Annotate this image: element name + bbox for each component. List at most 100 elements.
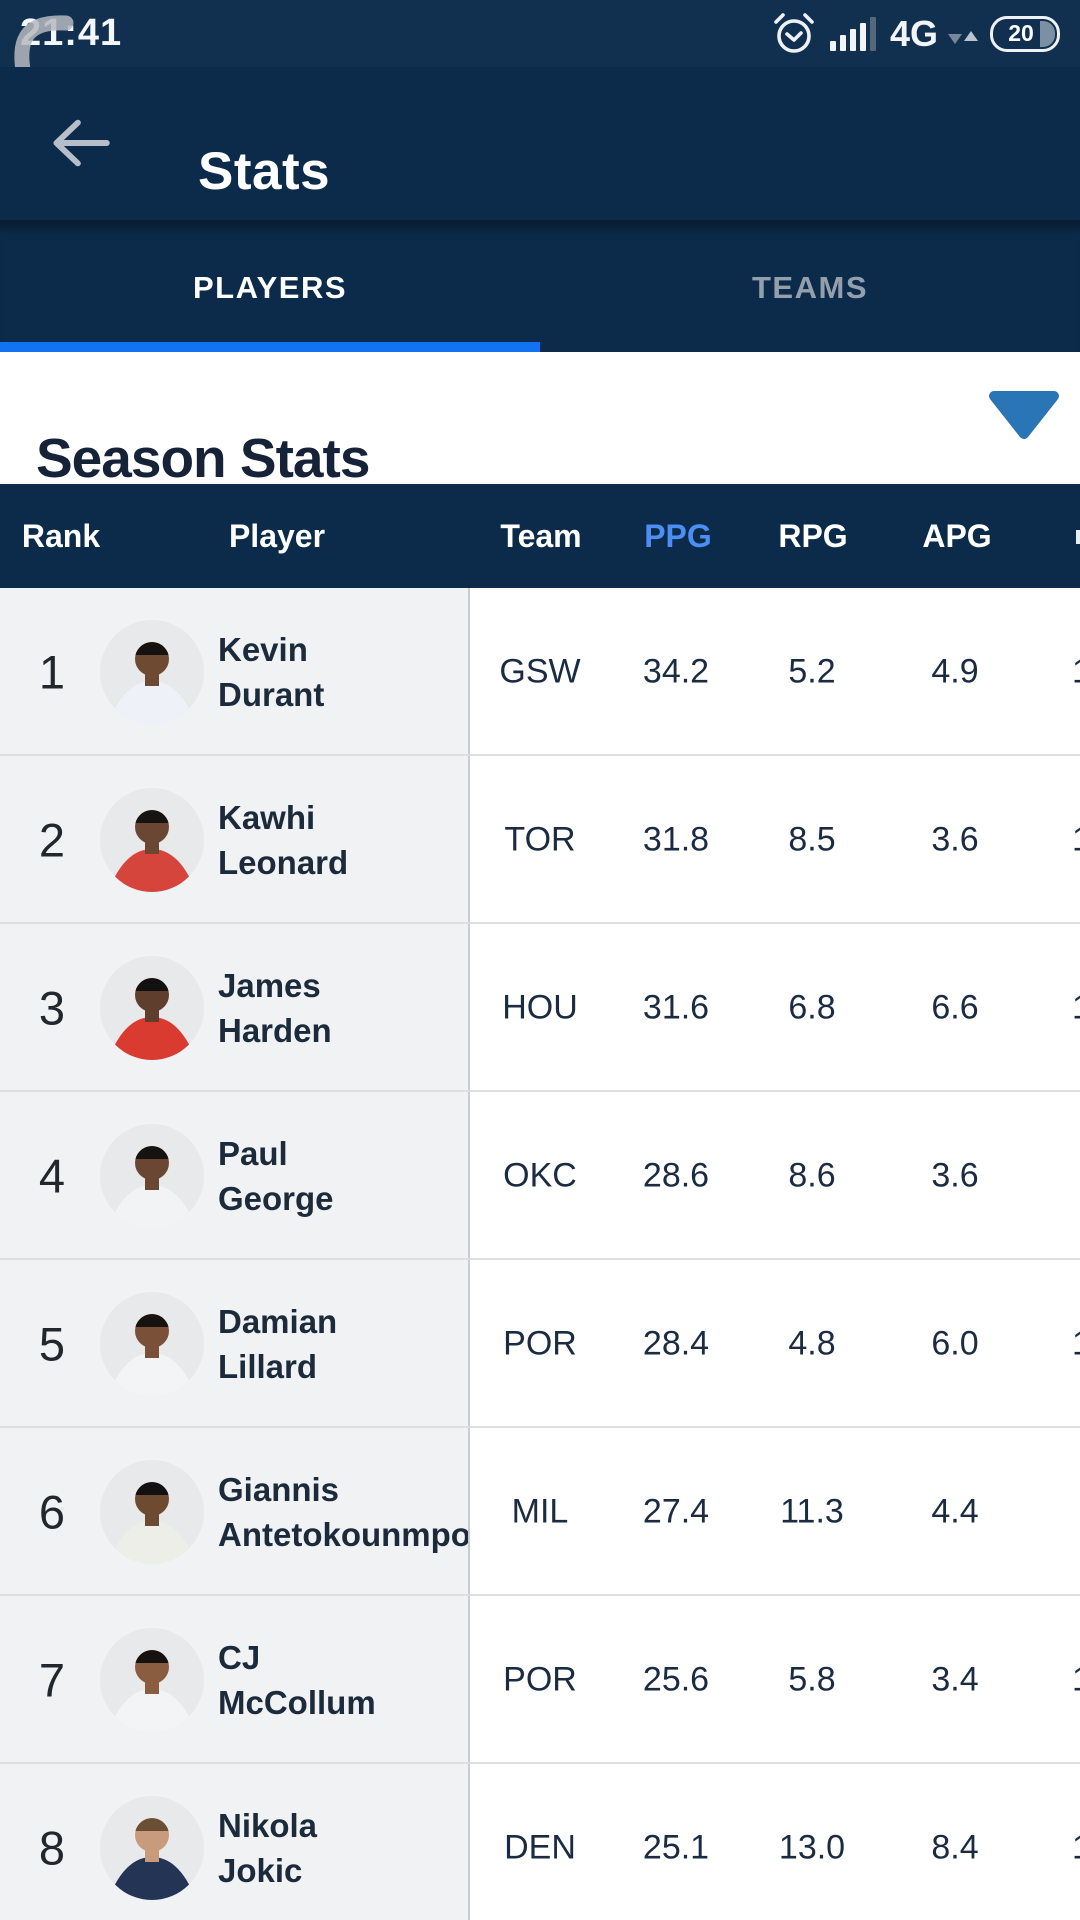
column-header-player[interactable]: Player (228, 518, 326, 554)
apg-value: 8.4 (931, 1828, 979, 1867)
team-abbreviation: OKC (503, 1156, 577, 1195)
avatar-hair (135, 810, 169, 823)
apg-value: 4.9 (931, 652, 979, 691)
avatar-shoulders (108, 1185, 196, 1228)
column-header-apg[interactable]: APG (922, 518, 992, 554)
player-name: Kevin Durant (218, 627, 324, 717)
player-name: Kawhi Leonard (218, 795, 348, 885)
column-divider (468, 756, 470, 924)
rpg-value: 6.8 (788, 988, 836, 1027)
player-photo-placeholder (108, 1650, 196, 1732)
tab-players[interactable]: PLAYERS (192, 270, 348, 305)
row-left-pane: 5 Damian Lillard (0, 1260, 468, 1428)
column-divider (468, 924, 470, 1092)
rpg-value: 5.8 (788, 1660, 836, 1699)
player-name: Paul George (218, 1131, 334, 1221)
player-photo-placeholder (108, 978, 196, 1060)
player-avatar (100, 788, 204, 892)
player-row[interactable]: 7 CJ McCollum POR 25.6 5.8 (0, 1596, 1080, 1764)
player-photo-placeholder (108, 642, 196, 724)
player-avatar (100, 956, 204, 1060)
dropdown-triangle-icon[interactable] (986, 390, 1062, 440)
player-first-name: James (218, 967, 321, 1004)
rpg-value: 8.5 (788, 820, 836, 859)
section-title: Season Stats (36, 426, 370, 489)
network-type-label: 4G (889, 12, 938, 54)
next-column-partial: 1 (1072, 653, 1080, 692)
player-last-name: Harden (218, 1012, 332, 1049)
column-header-rpg[interactable]: RPG (778, 518, 848, 554)
ppg-value: 31.8 (642, 820, 710, 859)
stats-mode-selector[interactable]: Season Stats (0, 352, 1080, 489)
player-last-name: McCollum (218, 1684, 376, 1721)
player-first-name: Nikola (218, 1807, 318, 1844)
player-name: James Harden (218, 963, 332, 1053)
team-abbreviation: GSW (499, 652, 581, 691)
ppg-value: 31.6 (642, 988, 710, 1027)
avatar-hair (135, 642, 169, 655)
team-abbreviation: HOU (502, 988, 578, 1027)
player-photo-placeholder (108, 1314, 196, 1396)
apg-value: 3.4 (931, 1660, 979, 1699)
tab-teams[interactable]: TEAMS (752, 270, 868, 305)
table-header: Rank Player Team PPG RPG APG (0, 484, 1080, 588)
player-row[interactable]: 3 James Harden HOU 31.6 6.8 (0, 924, 1080, 1092)
next-column-partial: 1 (1072, 1325, 1080, 1364)
player-first-name: Paul (218, 1135, 288, 1172)
column-divider (468, 1092, 470, 1260)
player-row[interactable]: 4 Paul George OKC 28.6 8.6 (0, 1092, 1080, 1260)
back-icon[interactable] (50, 115, 110, 171)
player-last-name: Leonard (218, 844, 349, 881)
row-stats-pane: DEN 25.1 13.0 8.4 1 (470, 1764, 1080, 1920)
status-icons: 4G 20 (770, 0, 1060, 67)
row-stats-pane: MIL 27.4 11.3 4.4 (470, 1428, 1080, 1596)
row-left-pane: 8 Nikola Jokic (0, 1764, 468, 1920)
rpg-value: 5.2 (788, 652, 836, 691)
signal-icon (829, 16, 876, 51)
player-photo-placeholder (108, 810, 196, 892)
column-header-ppg[interactable]: PPG (644, 518, 712, 554)
ppg-value: 28.4 (642, 1324, 710, 1363)
rpg-value: 13.0 (778, 1828, 846, 1867)
player-row[interactable]: 5 Damian Lillard POR 28.4 4.8 (0, 1260, 1080, 1428)
apg-value: 4.4 (931, 1492, 979, 1531)
rank-value: 6 (38, 1485, 66, 1539)
player-last-name: Durant (218, 676, 325, 713)
column-header-team[interactable]: Team (500, 518, 582, 554)
player-last-name: George (218, 1180, 334, 1217)
player-row[interactable]: 1 Kevin Durant GSW 34.2 5.2 (0, 588, 1080, 756)
player-photo-placeholder (108, 1818, 196, 1900)
player-row[interactable]: 8 Nikola Jokic DEN 25.1 13.0 (0, 1764, 1080, 1920)
column-divider (468, 588, 470, 756)
next-column-partial: 1 (1072, 1829, 1080, 1868)
battery-fill (1040, 20, 1055, 47)
player-avatar (100, 620, 204, 724)
ppg-value: 28.6 (642, 1156, 710, 1195)
avatar-hair (135, 1482, 169, 1495)
column-divider (468, 1596, 470, 1764)
row-stats-pane: POR 25.6 5.8 3.4 1 (470, 1596, 1080, 1764)
row-stats-pane: OKC 28.6 8.6 3.6 (470, 1092, 1080, 1260)
rank-value: 5 (38, 1317, 66, 1371)
table-body[interactable]: 1 Kevin Durant GSW 34.2 5.2 (0, 588, 1080, 1920)
column-header-rank[interactable]: Rank (21, 518, 101, 554)
next-column-partial: 1 (1072, 1661, 1080, 1700)
row-stats-pane: TOR 31.8 8.5 3.6 1 (470, 756, 1080, 924)
rank-value: 1 (38, 645, 66, 699)
player-first-name: CJ (218, 1639, 261, 1676)
player-avatar (100, 1628, 204, 1732)
player-row[interactable]: 6 Giannis Antetokounmpo MIL 27.4 (0, 1428, 1080, 1596)
player-first-name: Damian (218, 1303, 338, 1340)
page-title: Stats (198, 141, 331, 201)
player-last-name: Antetokounmpo (218, 1516, 471, 1553)
avatar-hair (135, 1818, 169, 1831)
battery-icon: 20 (990, 15, 1060, 52)
player-first-name: Kevin (218, 631, 308, 668)
player-row[interactable]: 2 Kawhi Leonard TOR 31.8 8.5 (0, 756, 1080, 924)
next-column-partial: 1 (1072, 821, 1080, 860)
player-name: Nikola Jokic (218, 1803, 317, 1893)
apg-value: 3.6 (931, 820, 979, 859)
row-left-pane: 6 Giannis Antetokounmpo (0, 1428, 471, 1596)
row-left-pane: 1 Kevin Durant (0, 588, 468, 756)
